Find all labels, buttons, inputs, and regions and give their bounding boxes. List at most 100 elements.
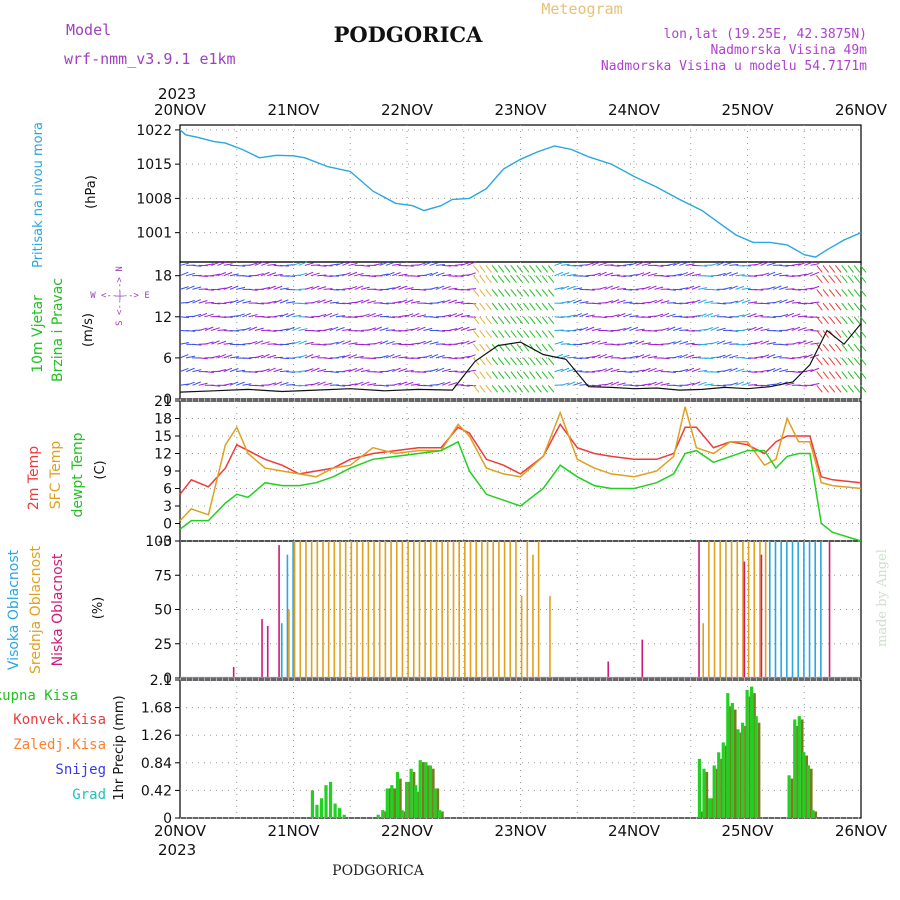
wind-barb [722,353,732,359]
wind-barb [629,315,639,318]
wind-barb [560,343,570,345]
wind-barb [860,316,867,325]
wind-barb [460,355,470,359]
wind-speed-line [179,323,862,393]
precip-conv-bar [715,768,719,818]
wind-barb [729,285,738,290]
wind-barb [785,327,795,331]
precip-conv-bar [412,772,416,818]
wind-barb [779,369,789,373]
wind-barb [828,371,836,379]
wind-barb [691,381,701,386]
wind-barb [410,300,420,304]
wind-barb [685,301,695,304]
wind-barb [697,299,707,304]
wind-barb [623,301,633,304]
wind-barb [679,271,688,277]
wind-barb [841,302,848,311]
x-tick-label-top: 24NOV [608,101,661,119]
wind-barb [822,302,829,311]
wind-barb [398,299,408,304]
precip-total-bar [333,803,337,818]
wind-barb [292,326,301,331]
wind-barb [435,264,445,266]
cloud-mid-bar [316,541,319,678]
wind-barb [342,272,351,277]
wind-barb [779,299,788,304]
wind-barb [504,371,511,379]
wind-ylabel-2: Brzina i Pravac [50,278,66,382]
wind-barb [810,301,820,304]
wind-barb [385,329,396,331]
wind-barb [273,273,283,277]
wind-barb [522,343,530,352]
precip-total-bar [730,703,734,818]
wind-barb [373,326,383,331]
wind-barb [835,371,842,379]
wind-barb [516,302,524,311]
wind-barb [504,265,511,273]
wind-barb [223,354,233,359]
wind-barb [554,271,564,277]
wind-barb [186,272,196,277]
cloud-mid-bar [725,541,727,678]
cloud-mid-bar [424,541,426,678]
wind-barb [685,330,695,332]
wind-barb [348,271,358,277]
wind-barb [248,314,258,318]
wind-barb [804,261,813,266]
wind-barb [573,287,583,290]
precip-conv-bar [421,762,425,818]
wind-barb [398,330,408,332]
wind-barb [429,286,439,290]
wind-barb [660,357,670,360]
wind-barb [729,354,739,359]
wind-barb [360,369,370,373]
wind-barb [404,369,414,373]
wind-barb [610,299,620,304]
wind-barb [673,302,683,305]
wind-barb [772,285,782,290]
wind-barb [229,356,239,359]
wind-barb [192,286,202,290]
wind-barb [535,371,542,379]
wind-barb [554,286,564,290]
wind-barb [491,289,499,297]
wind-barb [853,302,861,311]
wind-barb [229,381,239,386]
wind-barb [535,384,542,393]
wind-barb [797,315,808,318]
wind-barb [485,265,492,273]
wind-barb [392,342,402,345]
wind-barb [385,261,395,266]
legend-grad: Grad [72,787,106,803]
wind-barb [722,286,732,290]
wind-barb [673,355,682,359]
wind-barb [510,316,517,325]
wind-barb [810,330,820,332]
wind-barb [497,330,505,338]
precip-total-bar [721,742,725,818]
wind-barb [392,330,402,332]
wind-barb [198,357,208,360]
y-tick-label: 1022 [136,123,172,139]
wind-barb [454,342,464,345]
wind-barb [566,356,577,359]
wind-barb [853,371,861,379]
wind-barb [691,356,701,359]
cloud-mid-bar [452,541,455,678]
wind-barb [847,371,854,379]
wind-barb [336,288,346,291]
wind-barb [491,265,499,273]
wind-barb [754,262,763,266]
wind-barb [423,384,433,387]
wind-barb [198,327,208,331]
wind-barb [522,275,530,284]
cloud-mid-bar [333,541,336,678]
wind-barb [398,356,408,359]
wind-barb [223,316,233,318]
cloud-mid-bar [310,541,313,678]
wind-barb [398,381,407,386]
wind-barb [273,285,283,290]
wind-barb [485,302,492,311]
